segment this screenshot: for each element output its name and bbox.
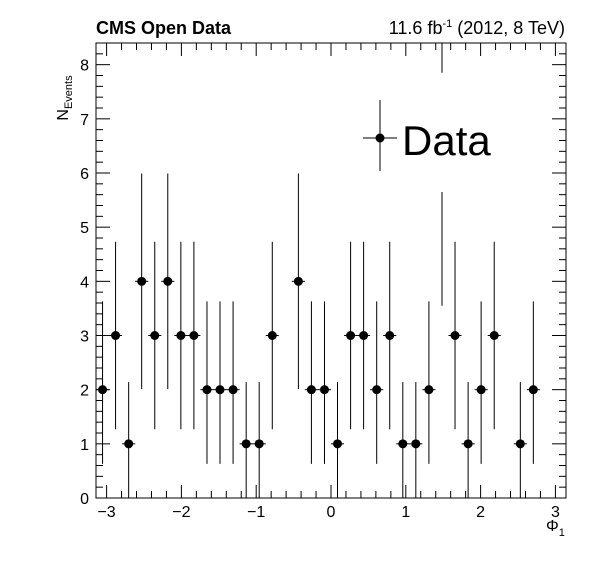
- x-tick-label: −2: [172, 504, 190, 521]
- data-point: [137, 276, 147, 286]
- lumi-value: 11.6 fb: [388, 18, 443, 38]
- data-point: [150, 331, 160, 340]
- y-tick-label: 8: [80, 58, 89, 75]
- x-tick-label: 0: [327, 504, 336, 521]
- x-tick-label: −1: [247, 504, 265, 521]
- y-tick-label: 7: [80, 112, 89, 129]
- experiment-label: CMS Open Data: [96, 18, 232, 38]
- data-point: [319, 385, 329, 395]
- data-point: [254, 439, 264, 449]
- y-tick-label: 1: [80, 437, 89, 454]
- y-tick-label: 4: [80, 274, 89, 291]
- data-point: [333, 439, 343, 449]
- data-point: [476, 385, 486, 395]
- data-point: [489, 331, 499, 340]
- x-tick-label: 3: [551, 504, 560, 521]
- data-point: [176, 331, 186, 340]
- legend-label: Data: [402, 117, 491, 164]
- data-point: [293, 276, 303, 286]
- y-tick-label: 0: [80, 491, 89, 508]
- plot-frame: [95, 42, 567, 499]
- x-axis-title: Φ1: [546, 518, 565, 539]
- data-point: [528, 385, 538, 395]
- data-point: [463, 439, 473, 449]
- data-point: [267, 331, 277, 340]
- y-tick-label: 5: [80, 220, 89, 237]
- y-axis-title: NEvents: [55, 75, 75, 121]
- y-tick-label: 3: [80, 329, 89, 346]
- data-point: [424, 385, 434, 395]
- data-point: [372, 385, 382, 395]
- data-point: [398, 439, 408, 449]
- data-point: [241, 439, 251, 449]
- data-point: [515, 439, 525, 449]
- legend-marker: [375, 133, 385, 143]
- data-point: [111, 331, 121, 340]
- y-tick-label: 6: [80, 166, 89, 183]
- data-point: [215, 385, 225, 395]
- data-point: [359, 331, 369, 340]
- data-point: [385, 331, 395, 340]
- x-tick-label: −3: [97, 504, 115, 521]
- data-point: [228, 385, 238, 395]
- data-point: [163, 276, 173, 286]
- data-point: [306, 385, 316, 395]
- data-point: [346, 331, 356, 340]
- data-point: [411, 439, 421, 449]
- data-point: [450, 331, 460, 340]
- x-tick-label: 1: [401, 504, 410, 521]
- data-point: [124, 439, 134, 449]
- data-point: [189, 331, 199, 340]
- y-tick-label: 2: [80, 383, 89, 400]
- lumi-tail: (2012, 8 TeV): [452, 18, 565, 38]
- data-point: [98, 385, 108, 395]
- data-point: [202, 385, 212, 395]
- lumi-exponent: -1: [442, 18, 453, 30]
- x-tick-label: 2: [476, 504, 485, 521]
- luminosity-label: 11.6 fb-1 (2012, 8 TeV): [389, 18, 565, 39]
